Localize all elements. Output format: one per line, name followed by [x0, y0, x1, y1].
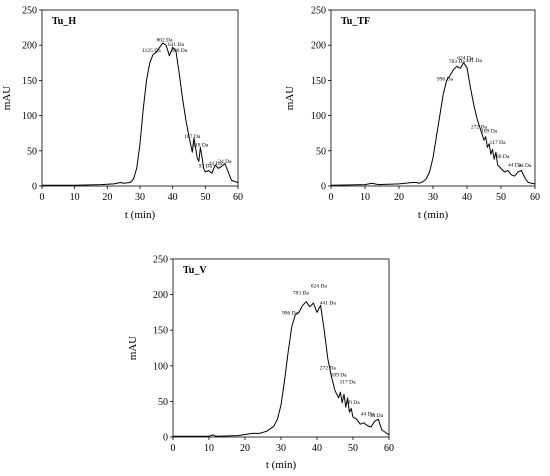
panel-title: Tu_TF	[341, 16, 370, 27]
x-tick-label: 10	[70, 192, 80, 203]
peak-annotation: 34 Da	[518, 163, 532, 169]
chromatogram-line	[173, 301, 390, 437]
y-tick-label: 0	[163, 433, 168, 444]
y-tick-label: 200	[22, 41, 37, 52]
chromatogram-line	[330, 62, 536, 186]
x-tick-label: 30	[276, 443, 286, 454]
y-tick-label: 250	[311, 6, 326, 17]
x-tick-label: 10	[204, 443, 214, 454]
peak-annotation: 117 Da	[490, 140, 506, 146]
peak-annotation: 44 Da	[508, 162, 522, 168]
peak-annotation: 34 Da	[218, 159, 232, 165]
y-tick-label: 250	[22, 6, 37, 17]
peak-annotation: 272 Da	[471, 124, 488, 130]
peak-annotation: 93 Da	[199, 164, 213, 170]
x-tick-label: 20	[240, 443, 250, 454]
peak-annotation: 189 Da	[481, 128, 498, 134]
peak-annotation: 189 Da	[331, 372, 348, 378]
x-tick-label: 60	[384, 443, 394, 454]
panel-title: Tu_H	[52, 16, 76, 27]
peak-annotation: 187 Da	[184, 134, 201, 140]
x-tick-label: 0	[329, 192, 334, 203]
x-tick-label: 30	[135, 192, 145, 203]
y-axis-label: mAU	[1, 86, 13, 111]
x-tick-label: 40	[312, 443, 322, 454]
x-tick-label: 60	[530, 192, 540, 203]
peak-annotation: 272 Da	[320, 365, 337, 371]
y-tick-label: 200	[153, 290, 168, 301]
x-tick-label: 40	[168, 192, 178, 203]
panel-title: Tu_V	[183, 265, 207, 276]
x-tick-label: 0	[171, 443, 176, 454]
x-tick-label: 10	[360, 192, 370, 203]
peak-annotation: 1125 Da	[142, 48, 161, 54]
peak-annotation: 783 Da	[449, 59, 466, 65]
x-tick-label: 30	[428, 192, 438, 203]
x-tick-label: 60	[233, 192, 243, 203]
peak-annotation: 480 Da	[171, 48, 188, 54]
chromatogram-line	[42, 42, 239, 186]
y-tick-label: 100	[22, 111, 37, 122]
peak-annotation: 641 Da	[168, 42, 185, 48]
y-tick-label: 100	[153, 361, 168, 372]
x-tick-label: 0	[40, 192, 45, 203]
peak-annotation: 44 Da	[361, 412, 375, 418]
y-tick-label: 150	[311, 76, 326, 87]
x-tick-label: 40	[462, 192, 472, 203]
x-tick-label: 50	[496, 192, 506, 203]
peak-annotation: 44 Da	[208, 161, 222, 167]
plot-frame	[41, 9, 239, 187]
peak-annotation: 802 Da	[156, 38, 173, 44]
peak-annotation: 34 Da	[370, 413, 384, 419]
peak-annotation: 117 Da	[340, 380, 356, 386]
y-tick-label: 100	[311, 111, 326, 122]
x-axis-label: t (min)	[418, 209, 449, 221]
chart-panel-2: 0 10 20 30 40 50 60 0 50 100 150 200 250 t (min) mAU Tu…	[127, 255, 394, 472]
chart-panel-0: 0 10 20 30 40 50 60 0 50 100 150 200 250 t (min) mAU Tu…	[1, 6, 243, 222]
peak-annotation: 783 Da	[293, 291, 310, 297]
y-axis-label: mAU	[127, 336, 139, 361]
peak-annotation: 118 Da	[193, 143, 209, 149]
y-tick-label: 150	[22, 76, 37, 87]
peak-annotation: 89 Da	[346, 400, 360, 406]
peak-annotation: 624 Da	[457, 55, 474, 61]
y-tick-label: 0	[321, 182, 326, 193]
x-tick-label: 20	[394, 192, 404, 203]
y-tick-label: 0	[32, 182, 37, 193]
plot-frame	[172, 258, 390, 438]
y-axis-label: mAU	[284, 86, 296, 111]
peak-annotation: 80 Da	[496, 154, 510, 160]
y-tick-label: 150	[153, 326, 168, 337]
x-tick-label: 50	[348, 443, 358, 454]
peak-annotation: 441 Da	[466, 58, 483, 64]
y-tick-label: 250	[153, 255, 168, 266]
x-tick-label: 20	[102, 192, 112, 203]
peak-annotation: 441 Da	[320, 301, 337, 307]
peak-annotation: 996 Da	[437, 76, 454, 82]
y-tick-label: 50	[158, 397, 168, 408]
x-axis-label: t (min)	[125, 209, 156, 221]
peak-annotation: 996 Da	[282, 311, 299, 317]
x-axis-label: t (min)	[266, 459, 297, 471]
x-tick-label: 50	[200, 192, 210, 203]
peak-annotation: 624 Da	[311, 283, 328, 289]
y-tick-label: 50	[316, 146, 326, 157]
y-tick-label: 50	[27, 146, 37, 157]
y-tick-label: 200	[311, 41, 326, 52]
chart-panel-1: 0 10 20 30 40 50 60 0 50 100 150 200 250 t (min) mAU Tu…	[284, 6, 540, 222]
